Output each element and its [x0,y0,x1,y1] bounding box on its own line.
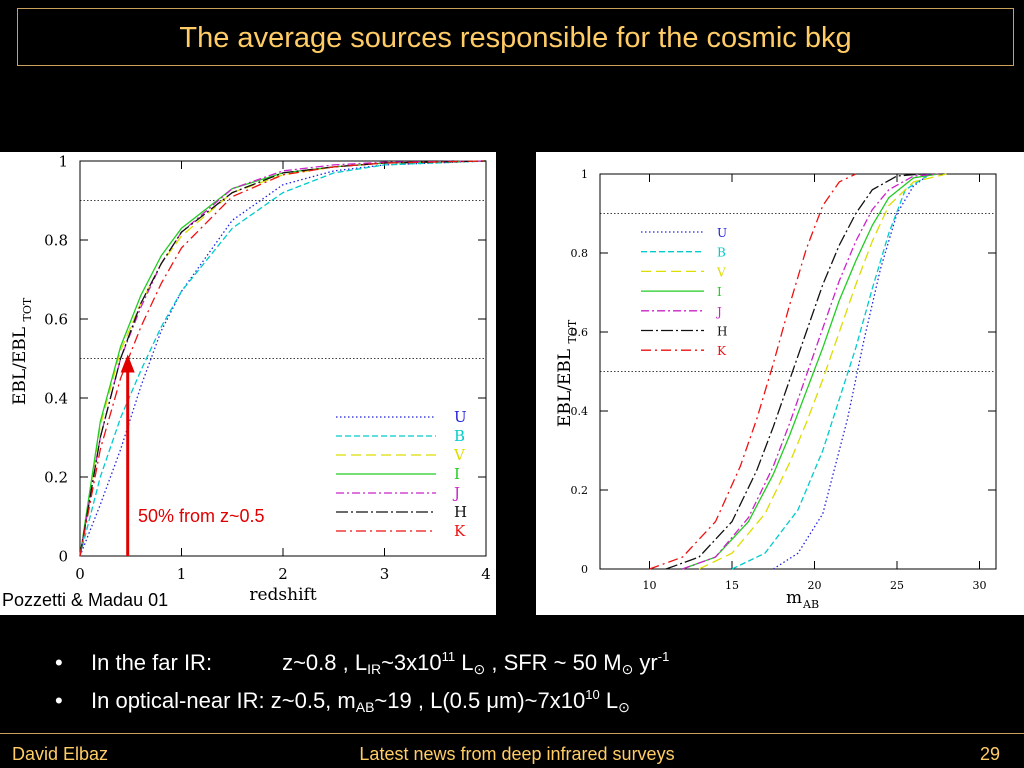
x-tick-label: 1 [177,565,187,583]
y-tick-label: 0.8 [44,231,68,249]
arrow-annotation: 50% from z~0.5 [138,506,265,526]
y-tick-label: 0.2 [44,468,68,486]
bullet-sup: 11 [441,649,456,664]
legend-label: H [454,503,467,521]
bullet-text: ~3x10 [381,650,442,675]
legend-label: V [453,446,466,464]
y-axis-label-group: EBL/EBL TOT [10,297,34,405]
bullet-text: ~19 , L(0.5 [374,688,487,713]
footer-divider [0,733,1024,734]
y-tick-label: 0 [581,563,588,576]
x-tick-label: 4 [481,565,491,583]
bullet-text: , SFR ~ 50 M [485,650,622,675]
legend-label: I [454,465,460,483]
bullet-sub: IR [367,661,382,677]
series-line-B [731,173,931,570]
legend-label: I [717,285,722,299]
x-tick-label: 10 [643,579,657,592]
bullet-sup: 10 [585,687,600,702]
legend-label: J [452,484,460,502]
footer-slide-number: 29 [979,744,1000,764]
arrow-head [120,354,135,373]
series-line-K [649,173,857,570]
x-axis-label: m [786,588,802,608]
bullet-optical: • In optical-near IR: z~0.5, mAB~19 , L(0… [55,678,669,716]
x-tick-label: 2 [278,565,288,583]
footer-talk-title: Latest news from deep infrared surveys [359,744,675,764]
legend-label: B [454,427,465,445]
bullet-sub: AB [355,699,375,715]
y-tick-label: 0.8 [571,247,589,260]
y-tick-label: 0.2 [571,484,589,497]
y-axis-label-sub: TOT [21,297,34,321]
series-line-B [79,160,487,557]
legend-label: K [454,522,466,540]
y-tick-label: 0.4 [44,389,68,407]
y-tick-label: 0.6 [571,326,589,339]
slide-title: The average sources responsible for the … [179,22,852,54]
bullet-dot: • [55,650,63,675]
series-line-K [79,160,487,557]
legend-label: U [717,226,727,240]
bullet-far-ir: • In the far IR: z~0.8 , LIR~3x1011 L⊙ , S… [55,640,669,678]
series-line-J [682,173,939,570]
mu-symbol: μ [486,688,500,713]
legend-label: U [454,408,467,426]
bullet-text: yr [633,650,658,675]
y-tick-label: 1 [581,168,588,181]
legend-label: H [717,325,727,339]
sun-symbol: ⊙ [621,661,634,677]
legend-label: V [716,265,726,279]
footer-author: David Elbaz [12,744,109,764]
y-tick-label: 1 [58,152,68,170]
figure-credit: Pozzetti & Madau 01 [2,590,169,610]
bullet-text: In optical-near IR: z~0.5, m [91,688,356,713]
sun-symbol: ⊙ [618,699,630,715]
y-axis-label-sub: TOT [566,319,579,343]
x-tick-label: 3 [380,565,390,583]
x-tick-label: 30 [973,579,987,592]
x-axis-label-sub: AB [802,598,819,611]
bullet-text: L [599,688,619,713]
legend-label: B [717,246,726,260]
series-line-I [682,173,939,570]
bullet-label: In the far IR: [91,650,213,675]
series-line-U [772,173,931,570]
title-box: The average sources responsible for the … [17,8,1014,66]
series-line-V [698,173,947,570]
x-tick-label: 15 [725,579,739,592]
y-axis-label-group: EBL/EBL TOT [555,319,579,427]
bullet-sup: -1 [657,649,670,664]
x-tick-label: 0 [75,565,85,583]
y-tick-label: 0.6 [44,310,68,328]
x-axis-label: redshift [249,585,316,605]
series-line-H [665,173,922,570]
bullet-text: L [455,650,474,675]
bullet-dot: • [55,688,63,713]
y-tick-label: 0.4 [571,405,589,418]
sun-symbol: ⊙ [473,661,486,677]
y-axis-label: EBL/EBL [10,327,30,405]
x-tick-label: 25 [890,579,904,592]
bullet-text: z~0.8 , L [282,650,368,675]
bullet-list: • In the far IR: z~0.8 , LIR~3x1011 L⊙ , S… [55,640,669,716]
bullet-text: m)~7x10 [499,688,586,713]
x-tick-label: 20 [808,579,822,592]
y-axis-label: EBL/EBL [555,349,575,427]
legend-label: K [717,344,727,358]
legend-label: J [715,305,722,319]
y-tick-label: 0 [58,547,68,565]
